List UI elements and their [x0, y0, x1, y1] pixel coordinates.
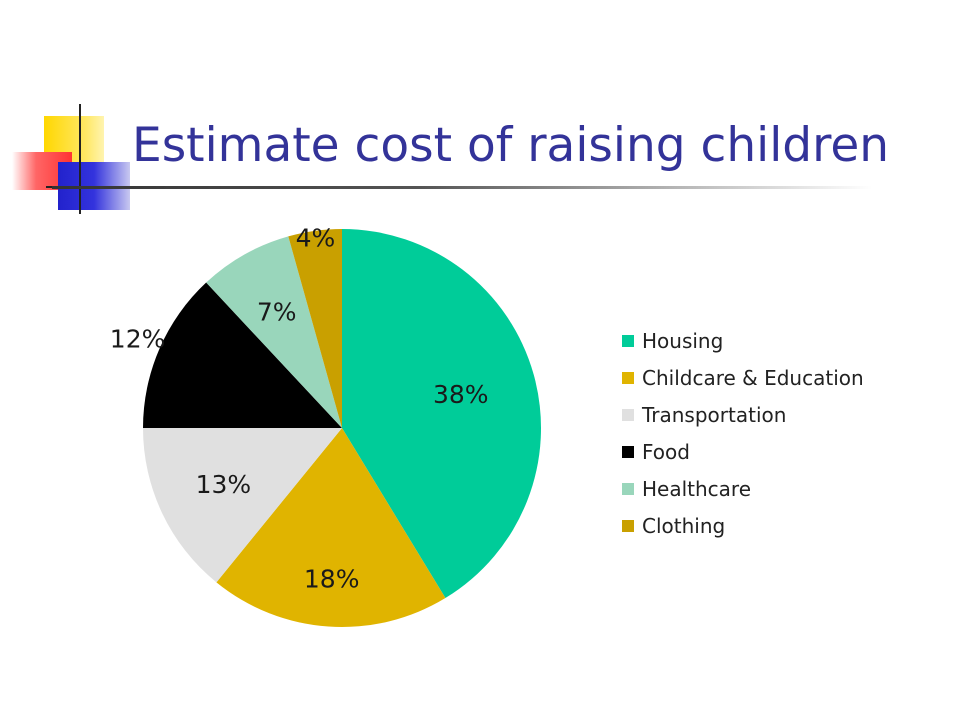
decorative-vertical-line	[79, 104, 81, 214]
legend-item: Transportation	[622, 396, 864, 433]
legend-label: Clothing	[642, 513, 726, 538]
pie-slice-healthcare	[206, 236, 342, 428]
pie-slice-clothing	[288, 229, 342, 428]
legend-item: Housing	[622, 322, 864, 359]
legend-label: Healthcare	[642, 476, 752, 501]
pie-labels: 38% 18% 13% 12% 7% 4%	[110, 223, 489, 593]
pie-data-label: 4%	[296, 223, 336, 252]
legend-item: Healthcare	[622, 470, 864, 507]
chart-legend: Housing Childcare & Education Transportati…	[622, 322, 864, 544]
legend-label: Childcare & Education	[642, 365, 864, 390]
legend-swatch	[622, 408, 634, 421]
pie-slice-food	[143, 282, 342, 428]
legend-label: Transportation	[642, 402, 787, 427]
legend-swatch	[622, 519, 634, 532]
pie-slice-housing	[342, 229, 542, 599]
legend-item: Clothing	[622, 507, 864, 544]
pie-data-label: 13%	[196, 470, 252, 499]
pie-slice-childcare-education	[216, 428, 446, 628]
legend-label: Food	[642, 439, 690, 464]
title-underline	[52, 186, 872, 189]
legend-swatch	[622, 334, 634, 347]
legend-swatch	[622, 371, 634, 384]
pie-slice-transportation	[143, 428, 342, 583]
legend-label: Housing	[642, 328, 724, 353]
legend-swatch	[622, 482, 634, 495]
pie-slices	[143, 229, 542, 628]
legend-item: Food	[622, 433, 864, 470]
pie-data-label: 18%	[304, 564, 360, 593]
pie-data-label: 12%	[110, 325, 166, 354]
legend-item: Childcare & Education	[622, 359, 864, 396]
page-title: Estimate cost of raising children	[132, 118, 890, 173]
pie-data-label: 7%	[257, 297, 297, 326]
legend-swatch	[622, 445, 634, 458]
pie-data-label: 38%	[433, 380, 489, 409]
